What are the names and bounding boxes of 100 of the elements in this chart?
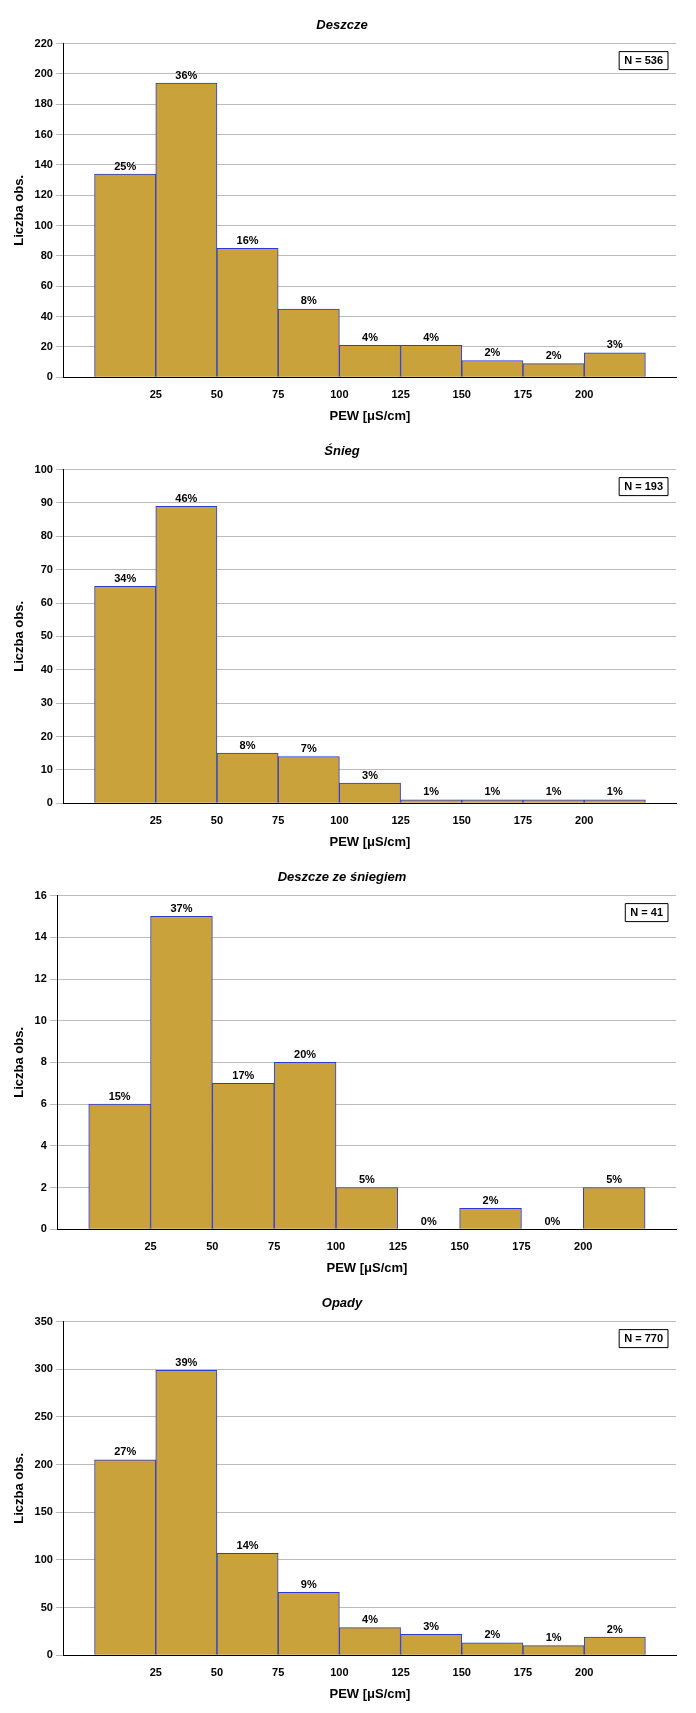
y-tick-label: 8 (40, 1055, 47, 1068)
x-tick-label: 125 (391, 813, 410, 826)
annotation: 0% (420, 1214, 437, 1227)
x-tick-label: 100 (330, 813, 349, 826)
y-tick-label: 60 (40, 596, 53, 609)
y-tick-label: 100 (34, 1552, 53, 1565)
y-tick-label: 4 (40, 1138, 48, 1151)
x-tick-label: 25 (144, 1239, 157, 1252)
x-tick-label: 75 (272, 813, 285, 826)
y-tick-label: 150 (34, 1505, 53, 1518)
x-tick-label: 25 (149, 387, 162, 400)
y-tick-label: 40 (40, 309, 53, 322)
y-tick-label: 0 (40, 1222, 47, 1235)
y-tick-label: 350 (34, 1314, 53, 1327)
annotation: 0% (544, 1214, 561, 1227)
x-tick-label: 200 (575, 387, 594, 400)
x-tick-label: 125 (391, 1665, 410, 1678)
y-tick-label: 200 (34, 66, 53, 79)
x-tick-label: 75 (272, 1665, 285, 1678)
y-tick-label: 16 (34, 888, 47, 901)
annotation: 3% (423, 1619, 440, 1632)
annotation: 2% (606, 1622, 623, 1635)
y-tick-label: 2 (40, 1180, 47, 1193)
annotation: 9% (300, 1577, 317, 1590)
y-tick-label: 50 (40, 1600, 53, 1613)
annotation: 37% (170, 901, 193, 914)
x-tick-label: 25 (149, 813, 162, 826)
y-tick-label: 70 (40, 562, 53, 575)
x-tick-label: 125 (388, 1239, 408, 1252)
x-axis-title: PEW [μS/cm] (329, 1685, 411, 1701)
x-tick-label: 150 (452, 1665, 471, 1678)
y-tick-label: 90 (40, 495, 53, 508)
y-tick-label: 100 (34, 218, 53, 231)
chart-title: Deszcze (316, 17, 368, 33)
annotation: 4% (362, 1613, 379, 1626)
y-tick-label: 0 (46, 370, 53, 383)
annotation: 39% (175, 1355, 198, 1368)
x-tick-label: 150 (450, 1239, 469, 1252)
x-axis-title: PEW [μS/cm] (326, 1259, 408, 1275)
y-tick-label: 10 (34, 1013, 47, 1026)
annotation: 2% (484, 1628, 501, 1641)
x-tick-label: 100 (326, 1239, 346, 1252)
y-tick-label: 10 (40, 762, 53, 775)
y-tick-label: 20 (40, 339, 53, 352)
y-tick-label: 180 (34, 97, 53, 110)
annotation: 46% (175, 491, 198, 504)
y-tick-label: 14 (34, 930, 48, 943)
x-tick-label: 100 (330, 387, 349, 400)
x-tick-label: 200 (574, 1239, 593, 1252)
annotation: N = 536 (624, 53, 664, 66)
chart-title: Deszcze ze śniegiem (277, 869, 407, 885)
y-tick-label: 250 (34, 1409, 53, 1422)
annotation: N = 41 (630, 905, 663, 918)
x-tick-label: 200 (575, 813, 594, 826)
x-tick-label: 200 (575, 1665, 594, 1678)
chart-title: Opady (321, 1295, 363, 1311)
x-tick-label: 100 (330, 1665, 349, 1678)
x-tick-label: 75 (268, 1239, 281, 1252)
annotation: 1% (545, 1631, 562, 1644)
x-tick-label: 50 (206, 1239, 219, 1252)
y-tick-label: 80 (40, 529, 53, 542)
annotation: 1% (423, 785, 440, 798)
x-tick-label: 50 (210, 1665, 224, 1678)
annotation: 16% (236, 233, 259, 246)
x-tick-label: 50 (210, 813, 224, 826)
x-tick-label: 175 (513, 387, 533, 400)
y-tick-label: 220 (34, 36, 53, 49)
annotation: 27% (114, 1445, 137, 1458)
x-axis-title: PEW [μS/cm] (329, 833, 411, 849)
annotation: 36% (175, 68, 198, 81)
annotation: 20% (294, 1047, 317, 1060)
x-axis-title: PEW [μS/cm] (329, 407, 411, 423)
annotation: 5% (606, 1173, 623, 1186)
x-tick-label: 150 (452, 813, 471, 826)
annotation: 15% (108, 1089, 131, 1102)
y-tick-label: 40 (40, 662, 53, 675)
annotation: N = 193 (624, 479, 664, 492)
annotation: 2% (545, 349, 562, 362)
x-tick-label: 50 (210, 387, 224, 400)
y-tick-label: 0 (46, 796, 53, 809)
y-tick-label: 100 (34, 462, 53, 475)
annotation: 4% (423, 330, 440, 343)
annotation: 2% (482, 1193, 499, 1206)
y-tick-label: 80 (40, 248, 53, 261)
y-tick-label: 50 (40, 629, 53, 642)
y-tick-label: 12 (34, 972, 47, 985)
annotation: 25% (114, 159, 137, 172)
annotation: 3% (362, 768, 379, 781)
annotation: N = 770 (624, 1331, 664, 1344)
x-tick-label: 75 (272, 387, 285, 400)
y-axis-title: Liczba obs. (11, 1453, 27, 1524)
annotation: 1% (606, 785, 623, 798)
y-tick-label: 160 (34, 127, 53, 140)
annotation: 8% (239, 738, 256, 751)
annotation: 5% (358, 1173, 376, 1186)
x-tick-label: 175 (513, 813, 533, 826)
x-tick-label: 175 (512, 1239, 531, 1252)
annotation: 3% (606, 338, 623, 351)
annotation: 1% (484, 785, 501, 798)
annotation: 14% (236, 1538, 259, 1551)
